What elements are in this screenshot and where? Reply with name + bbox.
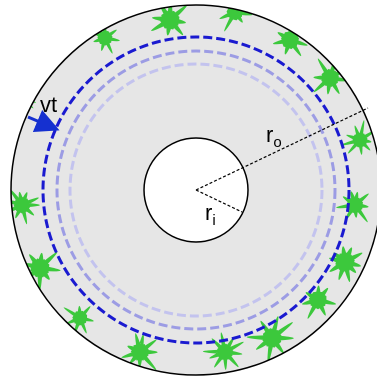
green-cell: [39, 22, 68, 50]
velocity-label: vt: [40, 92, 57, 117]
label-base: r: [205, 200, 212, 225]
diagram: vt ro ri: [0, 0, 377, 383]
label-base: r: [266, 122, 273, 147]
label-subscript: i: [212, 212, 215, 229]
label-subscript: o: [273, 134, 281, 151]
